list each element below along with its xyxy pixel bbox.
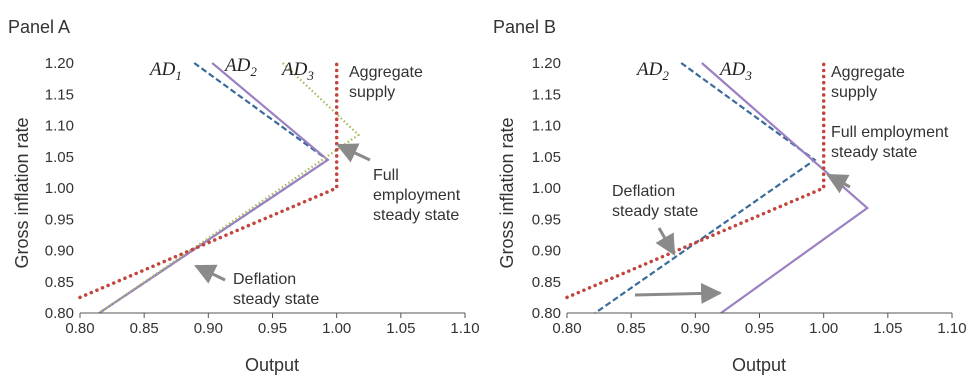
- panel-a-x-tick-label: 0.90: [194, 320, 223, 337]
- panel-a-y-tick-label: 0.90: [45, 243, 74, 260]
- panel-b-label-ad2: AD2: [635, 59, 669, 83]
- panel-a-y-tick-label: 1.05: [45, 149, 74, 166]
- panel-a-label-ad2: AD2: [223, 55, 257, 79]
- panel-b-series-ad2: [594, 62, 817, 314]
- panel-b-x-tick-label: 1.00: [809, 320, 838, 337]
- panel-a-series-ad2: [98, 62, 330, 314]
- panel-b-x-tick-label: 0.90: [681, 320, 710, 337]
- panel-b-annotation-full-employment: Full employment steady state: [831, 124, 949, 161]
- panel-b-x-tick-label: 1.05: [873, 320, 902, 337]
- panel-b-y-tick-label: 1.00: [532, 180, 561, 197]
- panel-b-y-tick-label: 1.15: [532, 86, 561, 103]
- panel-b-y-tick-label: 0.95: [532, 211, 561, 228]
- panel-a-y-tick-label: 1.00: [45, 180, 74, 197]
- panel-a-y-ticks: 0.80 0.85 0.90 0.95 1.00 1.05 1.10 1.15 1.20: [45, 55, 74, 322]
- panel-a-plot: 0.80 0.85 0.90 0.95 1.00 1.05 1.10 1.15 1.20 0.8…: [45, 55, 480, 337]
- panel-a-x-ticks: 0.80 0.85 0.90 0.95 1.00 1.05 1.10: [65, 313, 480, 337]
- panel-b-y-tick-label: 1.20: [532, 55, 561, 72]
- panel-a-label-ad3: AD3: [280, 59, 314, 83]
- panel-a-y-tick-label: 0.80: [45, 305, 74, 322]
- panel-b-annotation-aggregate-supply: Aggregate supply: [831, 64, 905, 101]
- panel-b-arrow-deflation: [655, 227, 676, 256]
- panel-b-series: [565, 61, 870, 314]
- panel-b-series-ad3: [701, 62, 870, 314]
- panel-a-series: [78, 61, 361, 314]
- panel-b-x-tick-label: 0.95: [745, 320, 774, 337]
- panel-a-arrow-full-employment: [336, 143, 371, 163]
- panel-a-y-tick-label: 1.15: [45, 86, 74, 103]
- panel-a-y-tick-label: 0.85: [45, 274, 74, 291]
- panel-b-y-tick-label: 0.80: [532, 305, 561, 322]
- panel-a-label-ad1: AD1: [148, 59, 182, 83]
- panel-a-x-tick-label: 0.85: [130, 320, 159, 337]
- panel-b-series-aggregate-supply: [565, 61, 826, 300]
- panel-b-x-ticks: 0.80 0.85 0.90 0.95 1.00 1.05 1.10: [552, 313, 967, 337]
- panel-b-x-tick-label: 0.80: [552, 320, 581, 337]
- panel-a-annotation-full-employment: Full employment steady state: [373, 167, 461, 224]
- panel-a-y-axis-label: Gross inflation rate: [12, 117, 32, 268]
- panel-b: Panel B 0.80 0.85 0.90 0.95 1.00 1.05 1.10 1.15…: [493, 17, 967, 375]
- panel-b-x-axis-label: Output: [732, 355, 786, 375]
- panel-a-x-tick-label: 1.00: [322, 320, 351, 337]
- panel-b-title: Panel B: [493, 17, 556, 37]
- panel-a-title: Panel A: [8, 17, 70, 37]
- panel-a-y-tick-label: 1.20: [45, 55, 74, 72]
- panel-a-x-axis-label: Output: [245, 355, 299, 375]
- panel-b-x-tick-label: 0.85: [617, 320, 646, 337]
- panel-a-x-tick-label: 1.05: [386, 320, 415, 337]
- panel-a: Panel A 0.80 0.85 0.90 0.95 1.00 1.05 1.10 1.15…: [8, 17, 480, 375]
- panel-b-y-tick-label: 1.10: [532, 118, 561, 135]
- panel-a-annotation-aggregate-supply: Aggregate supply: [349, 64, 423, 101]
- panel-a-series-aggregate-supply: [78, 61, 339, 300]
- panel-b-y-tick-label: 0.85: [532, 274, 561, 291]
- panel-a-x-tick-label: 1.10: [450, 320, 479, 337]
- panel-b-label-ad3: AD3: [718, 59, 752, 83]
- panel-a-y-tick-label: 0.95: [45, 211, 74, 228]
- panel-b-y-ticks: 0.80 0.85 0.90 0.95 1.00 1.05 1.10 1.15 1.20: [532, 55, 561, 322]
- panel-b-x-tick-label: 1.10: [937, 320, 966, 337]
- panel-a-y-tick-label: 1.10: [45, 118, 74, 135]
- panel-b-y-tick-label: 1.05: [532, 149, 561, 166]
- panel-a-arrow-deflation: [194, 264, 226, 284]
- panel-b-y-tick-label: 0.90: [532, 243, 561, 260]
- panel-b-arrow-shift: [634, 282, 723, 304]
- panel-b-y-axis-label: Gross inflation rate: [497, 117, 517, 268]
- panel-a-annotation-deflation: Deflation steady state: [233, 271, 319, 308]
- panel-b-annotation-deflation: Deflation steady state: [612, 183, 698, 220]
- panel-b-plot: 0.80 0.85 0.90 0.95 1.00 1.05 1.10 1.15 1.20 0.8…: [532, 55, 967, 337]
- panel-a-series-ad3: [98, 62, 361, 314]
- panel-a-x-tick-label: 0.80: [65, 320, 94, 337]
- panel-b-arrow-full-employment: [826, 173, 851, 194]
- panel-a-x-tick-label: 0.95: [258, 320, 287, 337]
